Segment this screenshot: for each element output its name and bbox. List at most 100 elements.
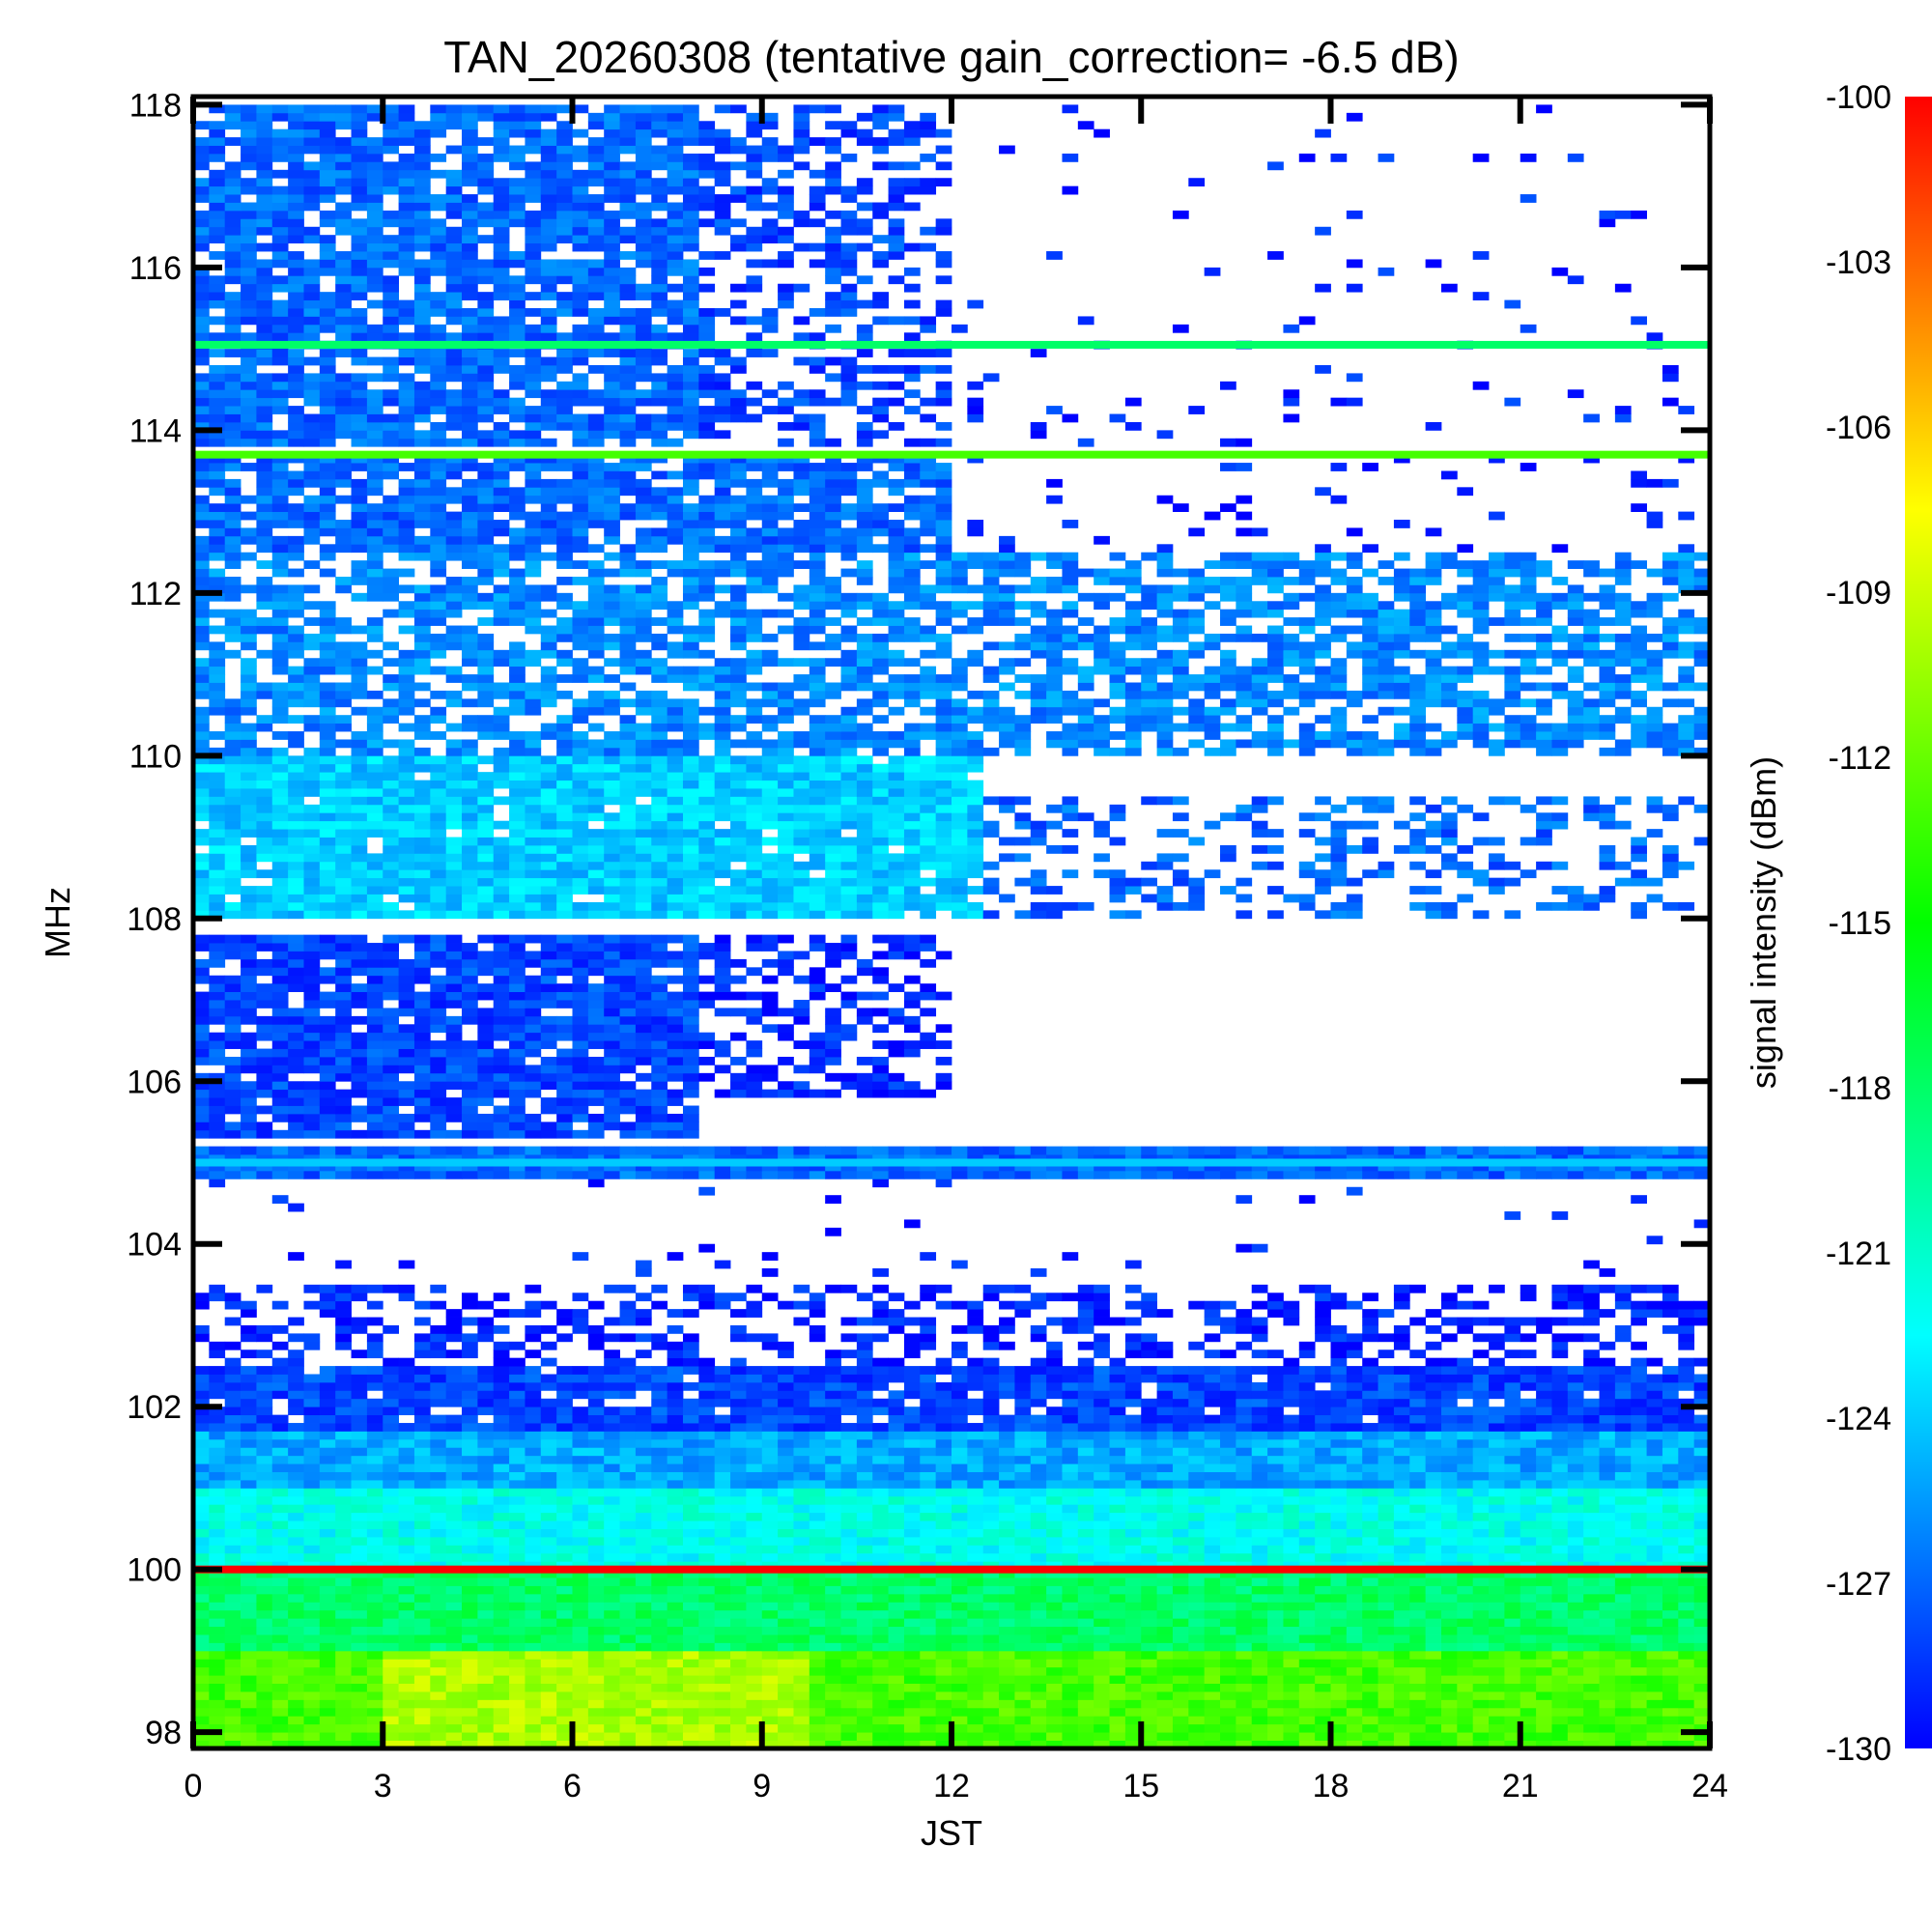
heatmap-cell xyxy=(999,1414,1015,1424)
heatmap-cell xyxy=(1094,1455,1110,1464)
heatmap-cell xyxy=(1567,1659,1584,1668)
heatmap-cell xyxy=(746,1642,763,1652)
heatmap-cell xyxy=(1614,1716,1632,1725)
heatmap-cell xyxy=(1599,1536,1616,1546)
heatmap-cell xyxy=(1631,1390,1647,1400)
heatmap-cell xyxy=(1124,1723,1142,1733)
heatmap-cell xyxy=(714,1569,731,1578)
heatmap-cell xyxy=(1267,1536,1284,1546)
heatmap-cell xyxy=(1520,1423,1537,1432)
heatmap-cell xyxy=(698,1577,716,1586)
heatmap-cell xyxy=(493,1577,510,1586)
heatmap-cell xyxy=(746,1381,763,1391)
heatmap-cell xyxy=(256,1552,273,1562)
heatmap-cell xyxy=(1693,1659,1711,1668)
heatmap-cell xyxy=(1425,1585,1442,1595)
heatmap-cell xyxy=(1567,1390,1584,1400)
heatmap-cell xyxy=(413,1732,431,1741)
heatmap-cell xyxy=(840,1284,858,1293)
heatmap-cell xyxy=(935,1691,952,1700)
heatmap-cell xyxy=(1298,1463,1316,1472)
heatmap-cell xyxy=(209,1642,226,1652)
heatmap-cell xyxy=(193,1390,210,1400)
heatmap-cell xyxy=(793,1317,810,1326)
heatmap-cell xyxy=(920,1577,937,1586)
heatmap-cell xyxy=(445,1650,463,1660)
heatmap-cell xyxy=(445,1716,463,1725)
heatmap-cell xyxy=(682,1293,699,1302)
heatmap-cell xyxy=(730,1406,747,1416)
heatmap-cell xyxy=(856,1431,873,1440)
heatmap-cell xyxy=(1141,1545,1157,1554)
heatmap-cell xyxy=(1172,1431,1189,1440)
heatmap-cell xyxy=(714,1520,731,1529)
heatmap-cell xyxy=(1251,1699,1268,1709)
heatmap-cell xyxy=(903,1650,921,1660)
heatmap-cell xyxy=(1567,1520,1584,1529)
heatmap-cell xyxy=(1062,1569,1079,1578)
heatmap-cell xyxy=(1077,1341,1094,1350)
heatmap-cell xyxy=(1330,1642,1348,1652)
heatmap-cell xyxy=(1046,1374,1063,1383)
heatmap-cell xyxy=(1362,1406,1378,1416)
heatmap-cell xyxy=(1662,1699,1679,1709)
heatmap-cell xyxy=(1204,1431,1221,1440)
heatmap-cell xyxy=(224,1683,242,1692)
heatmap-cell xyxy=(224,1552,242,1562)
heatmap-cell xyxy=(952,1414,968,1424)
heatmap-cell xyxy=(1046,1414,1063,1424)
heatmap-cell xyxy=(1109,1732,1126,1741)
heatmap-cell xyxy=(1330,1357,1348,1367)
heatmap-cell xyxy=(1220,1569,1236,1578)
heatmap-cell xyxy=(667,1528,684,1538)
heatmap-cell xyxy=(256,1561,273,1571)
heatmap-cell xyxy=(667,1520,684,1529)
heatmap-cell xyxy=(319,1381,336,1391)
heatmap-cell xyxy=(1220,1463,1236,1472)
heatmap-cell xyxy=(1693,1488,1711,1497)
heatmap-cell xyxy=(635,1561,652,1571)
heatmap-cell xyxy=(982,1390,1000,1400)
heatmap-cell xyxy=(1330,1666,1348,1676)
heatmap-cell xyxy=(1141,1463,1157,1472)
heatmap-cell xyxy=(556,1447,573,1457)
heatmap-cell xyxy=(778,1455,794,1464)
heatmap-cell xyxy=(1283,1650,1300,1660)
heatmap-cell xyxy=(651,1300,668,1310)
heatmap-cell xyxy=(1030,1268,1047,1277)
heatmap-cell xyxy=(1062,1528,1079,1538)
heatmap-cell xyxy=(1440,1699,1458,1709)
heatmap-cell xyxy=(193,1536,210,1546)
heatmap-cell xyxy=(1220,1626,1236,1635)
heatmap-cell xyxy=(209,1545,226,1554)
heatmap-cell xyxy=(303,1545,321,1554)
heatmap-cell xyxy=(778,1577,794,1586)
heatmap-cell xyxy=(746,1740,763,1749)
heatmap-cell xyxy=(1172,1732,1189,1741)
heatmap-cell xyxy=(1614,1300,1632,1310)
heatmap-cell xyxy=(1472,1398,1490,1407)
heatmap-cell xyxy=(635,1691,652,1700)
heatmap-cell xyxy=(540,1406,557,1416)
heatmap-cell xyxy=(1520,1495,1537,1505)
heatmap-cell xyxy=(351,1414,368,1424)
heatmap-cell xyxy=(398,1438,415,1448)
heatmap-cell xyxy=(1330,1398,1348,1407)
heatmap-cell xyxy=(1457,1699,1474,1709)
heatmap-cell xyxy=(1141,1512,1157,1521)
heatmap-cell xyxy=(840,1398,858,1407)
heatmap-cell xyxy=(1267,1577,1284,1586)
heatmap-cell xyxy=(477,1471,495,1481)
heatmap-cell xyxy=(587,1707,605,1717)
heatmap-cell xyxy=(1678,1699,1695,1709)
heatmap-cell xyxy=(493,1455,510,1464)
heatmap-cell xyxy=(999,1683,1015,1692)
heatmap-cell xyxy=(1014,1707,1032,1717)
heatmap-cell xyxy=(1693,1390,1711,1400)
heatmap-cell xyxy=(746,1414,763,1424)
heatmap-cell xyxy=(1520,1512,1537,1521)
heatmap-cell xyxy=(1693,1699,1711,1709)
heatmap-cell xyxy=(351,1585,368,1595)
heatmap-cell xyxy=(525,1732,542,1741)
heatmap-cell xyxy=(872,1357,889,1367)
